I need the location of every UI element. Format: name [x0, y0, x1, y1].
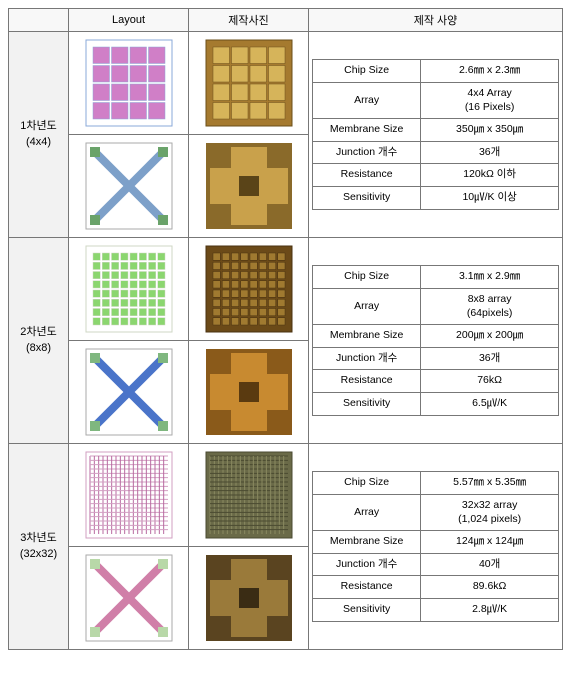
layout-thumb [69, 341, 189, 444]
spec-value: 6.5㎶/K [421, 393, 559, 416]
spec-value: 76kΩ [421, 370, 559, 393]
spec-row: Array8x8 array(64pixels) [313, 288, 559, 324]
photo-thumb [189, 341, 309, 444]
spec-key: Membrane Size [313, 531, 421, 554]
spec-row: Chip Size2.6㎜ x 2.3㎜ [313, 60, 559, 83]
row-label-line1: 3차년도 [12, 531, 65, 546]
row-label-line1: 2차년도 [12, 325, 65, 340]
spec-row: Sensitivity2.8㎶/K [313, 599, 559, 622]
table-row: 3차년도(32x32)Chip Size5.57㎜ x 5.35㎜Array32… [9, 444, 563, 547]
spec-value: 40개 [421, 553, 559, 576]
spec-row: Membrane Size350㎛ x 350㎛ [313, 119, 559, 142]
spec-row: Junction 개수36개 [313, 347, 559, 370]
spec-table: Layout 제작사진 제작 사양 1차년도(4x4)Chip Size2.6㎜… [8, 8, 563, 650]
spec-key: Chip Size [313, 266, 421, 289]
header-spec: 제작 사양 [309, 9, 563, 32]
spec-subtable: Chip Size5.57㎜ x 5.35㎜Array32x32 array(1… [312, 471, 559, 621]
row-label: 1차년도(4x4) [9, 32, 69, 238]
spec-subtable: Chip Size3.1㎜ x 2.9㎜Array8x8 array(64pix… [312, 265, 559, 415]
spec-cell: Chip Size2.6㎜ x 2.3㎜Array4x4 Array(16 Pi… [309, 32, 563, 238]
spec-value: 200㎛ x 200㎛ [421, 325, 559, 348]
layout-thumb [69, 444, 189, 547]
spec-value: 2.8㎶/K [421, 599, 559, 622]
photo-thumb [189, 135, 309, 238]
header-row: Layout 제작사진 제작 사양 [9, 9, 563, 32]
layout-thumb [69, 238, 189, 341]
spec-key: Array [313, 82, 421, 118]
spec-value: 124㎛ x 124㎛ [421, 531, 559, 554]
spec-value: 8x8 array(64pixels) [421, 288, 559, 324]
header-photo: 제작사진 [189, 9, 309, 32]
spec-value: 36개 [421, 347, 559, 370]
spec-row: Membrane Size200㎛ x 200㎛ [313, 325, 559, 348]
spec-key: Resistance [313, 370, 421, 393]
spec-cell: Chip Size3.1㎜ x 2.9㎜Array8x8 array(64pix… [309, 238, 563, 444]
spec-key: Sensitivity [313, 187, 421, 210]
spec-value: 5.57㎜ x 5.35㎜ [421, 472, 559, 495]
spec-row: Array4x4 Array(16 Pixels) [313, 82, 559, 118]
spec-row: Membrane Size124㎛ x 124㎛ [313, 531, 559, 554]
spec-key: Chip Size [313, 472, 421, 495]
layout-thumb [69, 547, 189, 650]
spec-key: Junction 개수 [313, 553, 421, 576]
spec-key: Array [313, 288, 421, 324]
header-blank [9, 9, 69, 32]
photo-thumb [189, 547, 309, 650]
spec-row: Resistance120kΩ 이하 [313, 164, 559, 187]
spec-key: Resistance [313, 576, 421, 599]
spec-key: Resistance [313, 164, 421, 187]
row-label-line2: (4x4) [12, 135, 65, 150]
spec-value: 4x4 Array(16 Pixels) [421, 82, 559, 118]
row-label: 2차년도(8x8) [9, 238, 69, 444]
spec-value: 2.6㎜ x 2.3㎜ [421, 60, 559, 83]
spec-key: Membrane Size [313, 119, 421, 142]
spec-value: 89.6kΩ [421, 576, 559, 599]
spec-row: Chip Size5.57㎜ x 5.35㎜ [313, 472, 559, 495]
spec-value: 350㎛ x 350㎛ [421, 119, 559, 142]
table-row: 1차년도(4x4)Chip Size2.6㎜ x 2.3㎜Array4x4 Ar… [9, 32, 563, 135]
spec-row: Junction 개수36개 [313, 141, 559, 164]
spec-value: 120kΩ 이하 [421, 164, 559, 187]
row-label-line2: (8x8) [12, 341, 65, 356]
layout-thumb [69, 135, 189, 238]
spec-row: Junction 개수40개 [313, 553, 559, 576]
spec-cell: Chip Size5.57㎜ x 5.35㎜Array32x32 array(1… [309, 444, 563, 650]
photo-thumb [189, 238, 309, 341]
spec-row: Resistance76kΩ [313, 370, 559, 393]
spec-value: 36개 [421, 141, 559, 164]
spec-key: Sensitivity [313, 393, 421, 416]
spec-row: Resistance89.6kΩ [313, 576, 559, 599]
spec-row: Sensitivity6.5㎶/K [313, 393, 559, 416]
spec-key: Junction 개수 [313, 347, 421, 370]
spec-key: Sensitivity [313, 599, 421, 622]
spec-row: Chip Size3.1㎜ x 2.9㎜ [313, 266, 559, 289]
spec-value: 10㎶/K 이상 [421, 187, 559, 210]
row-label-line2: (32x32) [12, 547, 65, 562]
row-label: 3차년도(32x32) [9, 444, 69, 650]
spec-row: Sensitivity10㎶/K 이상 [313, 187, 559, 210]
spec-key: Junction 개수 [313, 141, 421, 164]
spec-key: Membrane Size [313, 325, 421, 348]
photo-thumb [189, 444, 309, 547]
photo-thumb [189, 32, 309, 135]
header-layout: Layout [69, 9, 189, 32]
spec-key: Chip Size [313, 60, 421, 83]
spec-key: Array [313, 494, 421, 530]
spec-subtable: Chip Size2.6㎜ x 2.3㎜Array4x4 Array(16 Pi… [312, 59, 559, 209]
spec-value: 3.1㎜ x 2.9㎜ [421, 266, 559, 289]
spec-row: Array32x32 array(1,024 pixels) [313, 494, 559, 530]
layout-thumb [69, 32, 189, 135]
table-row: 2차년도(8x8)Chip Size3.1㎜ x 2.9㎜Array8x8 ar… [9, 238, 563, 341]
spec-value: 32x32 array(1,024 pixels) [421, 494, 559, 530]
row-label-line1: 1차년도 [12, 119, 65, 134]
